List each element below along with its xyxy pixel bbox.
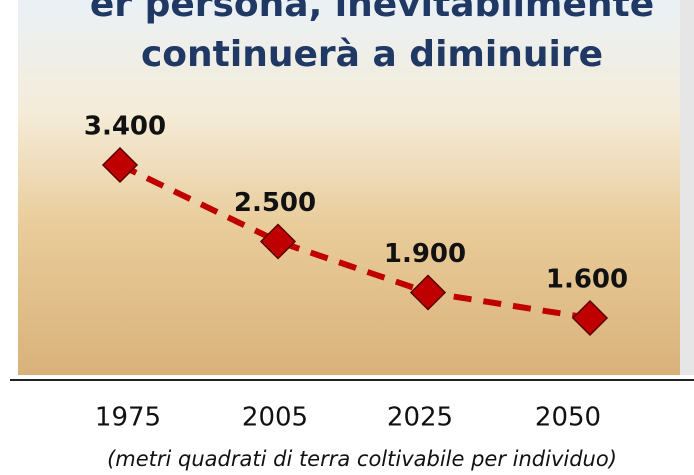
x-tick-label: 1975: [95, 403, 161, 433]
x-tick-label: 2005: [242, 403, 308, 433]
x-tick-label: 2050: [535, 403, 601, 433]
line: [118, 162, 591, 321]
value-label: 2.500: [234, 188, 316, 218]
x-tick-label: 2025: [387, 403, 453, 433]
title-line: continuerà a diminuire: [141, 34, 603, 75]
background: [18, 0, 680, 375]
value-label: 1.600: [546, 265, 628, 295]
marker: [571, 299, 609, 337]
title-line: er persona, inevitabilmente: [90, 0, 654, 25]
value-label: 1.900: [384, 239, 466, 269]
side-strip: [680, 0, 694, 375]
marker: [101, 146, 139, 184]
note: (metri quadrati di terra coltivabile per…: [107, 447, 617, 471]
marker: [409, 274, 447, 311]
marker: [259, 223, 297, 260]
value-label: 3.400: [84, 112, 166, 142]
